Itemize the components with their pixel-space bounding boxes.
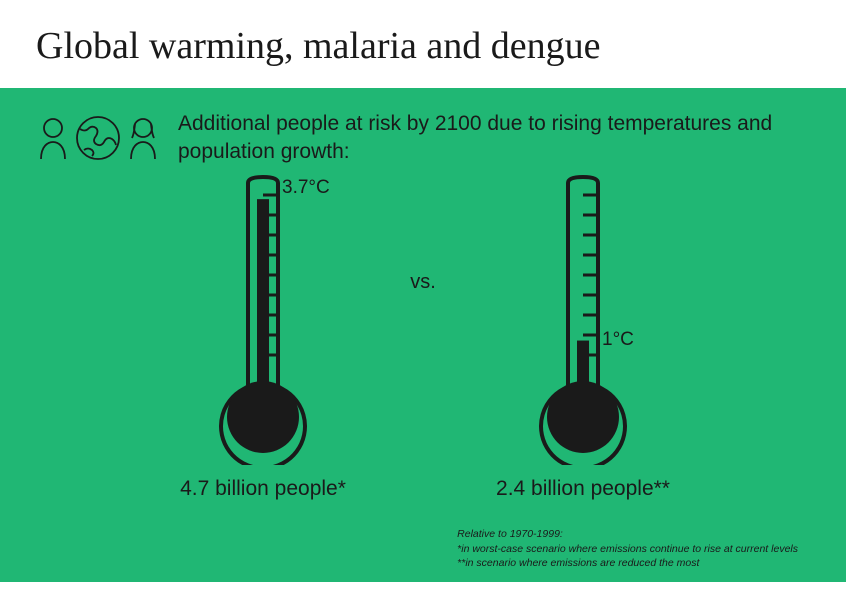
- footnote-line-3: **in scenario where emissions are reduce…: [457, 556, 798, 570]
- comparison: 3.7°C 4.7 billion people* vs.: [36, 175, 810, 501]
- header: Global warming, malaria and dengue: [0, 0, 846, 88]
- caption-right: 2.4 billion people**: [496, 477, 670, 501]
- person-male-icon: [36, 116, 70, 160]
- footnote-line-1: Relative to 1970-1999:: [457, 527, 798, 541]
- caption-left: 4.7 billion people*: [180, 477, 346, 501]
- temp-low-label: 1°C: [602, 329, 634, 351]
- main-panel: Additional people at risk by 2100 due to…: [0, 88, 846, 582]
- icon-group: [36, 114, 160, 162]
- thermometer-high: 3.7°C: [188, 175, 338, 465]
- temp-high-label: 3.7°C: [282, 177, 330, 199]
- page-title: Global warming, malaria and dengue: [36, 24, 810, 68]
- globe-icon: [74, 114, 122, 162]
- thermometer-low: 1°C: [508, 175, 658, 465]
- footnotes: Relative to 1970-1999: *in worst-case sc…: [457, 527, 798, 570]
- right-column: 1°C 2.4 billion people**: [423, 175, 743, 501]
- footnote-line-2: *in worst-case scenario where emissions …: [457, 542, 798, 556]
- intro-text: Additional people at risk by 2100 due to…: [178, 110, 810, 167]
- person-female-icon: [126, 116, 160, 160]
- intro-row: Additional people at risk by 2100 due to…: [36, 110, 810, 167]
- left-column: 3.7°C 4.7 billion people*: [103, 175, 423, 501]
